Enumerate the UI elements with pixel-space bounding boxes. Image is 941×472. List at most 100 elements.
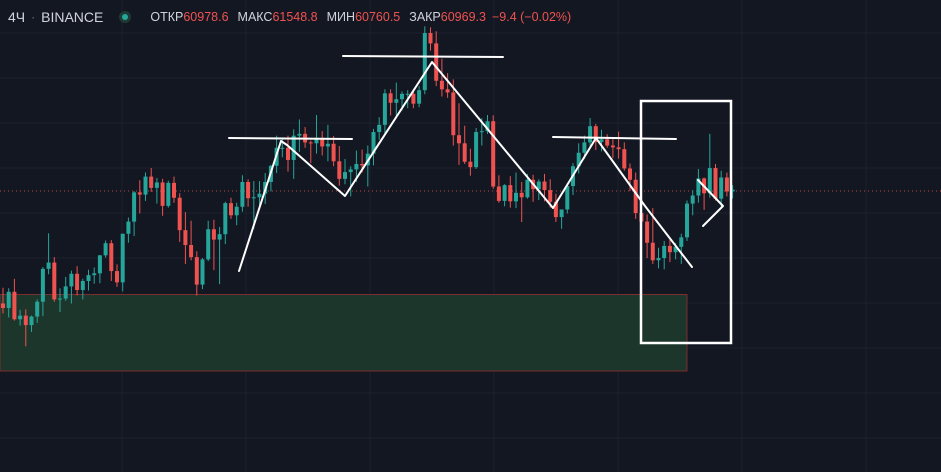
candle[interactable]	[559, 209, 564, 229]
candle[interactable]	[86, 269, 91, 291]
candle[interactable]	[211, 219, 216, 271]
candle[interactable]	[343, 159, 347, 185]
candle[interactable]	[508, 176, 513, 208]
candle[interactable]	[97, 254, 102, 284]
candle[interactable]	[633, 172, 638, 219]
candle[interactable]	[599, 129, 604, 152]
candle[interactable]	[622, 142, 627, 171]
candle[interactable]	[6, 288, 11, 318]
candle[interactable]	[730, 185, 735, 199]
candle[interactable]	[251, 181, 256, 229]
candle[interactable]	[348, 166, 353, 197]
candle[interactable]	[183, 212, 188, 264]
candle[interactable]	[166, 180, 171, 208]
candle[interactable]	[115, 264, 119, 287]
candle[interactable]	[143, 172, 148, 201]
candle[interactable]	[172, 176, 176, 203]
candle[interactable]	[314, 114, 319, 154]
candle[interactable]	[422, 26, 427, 95]
candle[interactable]	[553, 193, 558, 223]
candle[interactable]	[246, 179, 251, 207]
candle[interactable]	[297, 119, 302, 152]
candle[interactable]	[320, 131, 325, 156]
candle[interactable]	[565, 183, 570, 214]
candle[interactable]	[229, 197, 233, 219]
candle[interactable]	[58, 288, 62, 313]
candle[interactable]	[417, 86, 422, 108]
candle[interactable]	[451, 79, 456, 146]
candle[interactable]	[548, 179, 553, 208]
candle[interactable]	[325, 124, 330, 162]
candle[interactable]	[371, 128, 376, 166]
interval-label[interactable]: 4Ч	[8, 9, 26, 25]
candle[interactable]	[331, 136, 336, 167]
candle[interactable]	[80, 278, 85, 300]
candle[interactable]	[18, 309, 23, 326]
candle[interactable]	[485, 114, 490, 134]
candle[interactable]	[434, 31, 439, 87]
candle[interactable]	[713, 164, 718, 201]
candle[interactable]	[457, 103, 461, 165]
candle[interactable]	[388, 89, 393, 116]
candle[interactable]	[92, 267, 97, 284]
candle[interactable]	[576, 143, 581, 174]
candle[interactable]	[610, 138, 615, 159]
candle[interactable]	[303, 127, 308, 148]
candle[interactable]	[137, 180, 142, 214]
candle[interactable]	[724, 172, 729, 197]
candle[interactable]	[428, 27, 433, 51]
candle[interactable]	[63, 276, 68, 301]
candle[interactable]	[149, 168, 154, 192]
candle[interactable]	[240, 175, 245, 212]
candle[interactable]	[491, 115, 496, 189]
candle[interactable]	[126, 217, 131, 243]
candle[interactable]	[496, 175, 501, 203]
candle[interactable]	[462, 125, 467, 164]
candle[interactable]	[234, 202, 239, 226]
candle[interactable]	[696, 168, 701, 203]
candle[interactable]	[35, 299, 40, 323]
candle[interactable]	[645, 214, 650, 259]
candle[interactable]	[109, 240, 114, 281]
candle[interactable]	[23, 309, 28, 347]
candle[interactable]	[588, 118, 593, 148]
candle[interactable]	[189, 220, 194, 261]
market-status-icon[interactable]	[119, 11, 132, 23]
candle[interactable]	[12, 278, 17, 321]
candle[interactable]	[132, 191, 137, 236]
candle[interactable]	[103, 240, 108, 258]
exchange-label[interactable]: BINANCE	[41, 9, 104, 25]
candle[interactable]	[40, 267, 45, 317]
candle[interactable]	[75, 266, 80, 296]
candle[interactable]	[439, 58, 444, 97]
candle[interactable]	[217, 227, 222, 285]
candle[interactable]	[707, 133, 712, 198]
candle[interactable]	[291, 129, 296, 179]
candle[interactable]	[468, 148, 473, 176]
candle[interactable]	[308, 140, 313, 164]
candle[interactable]	[502, 184, 507, 207]
candle[interactable]	[445, 73, 450, 98]
candle[interactable]	[365, 145, 370, 187]
candle[interactable]	[120, 233, 125, 292]
candle[interactable]	[177, 193, 182, 242]
candle[interactable]	[616, 131, 621, 159]
candle[interactable]	[679, 233, 684, 264]
candle[interactable]	[474, 128, 479, 169]
candle[interactable]	[605, 134, 610, 148]
candle[interactable]	[702, 177, 707, 210]
candle[interactable]	[377, 117, 382, 140]
candle[interactable]	[519, 182, 524, 223]
candle[interactable]	[46, 233, 51, 275]
candle[interactable]	[206, 220, 211, 262]
candle[interactable]	[514, 172, 518, 209]
candle[interactable]	[286, 135, 290, 172]
candle[interactable]	[394, 82, 399, 116]
candle[interactable]	[52, 257, 57, 302]
candle[interactable]	[200, 258, 205, 290]
candle[interactable]	[29, 315, 34, 332]
candle[interactable]	[69, 270, 74, 304]
candle[interactable]	[667, 239, 672, 263]
candle[interactable]	[690, 190, 695, 216]
